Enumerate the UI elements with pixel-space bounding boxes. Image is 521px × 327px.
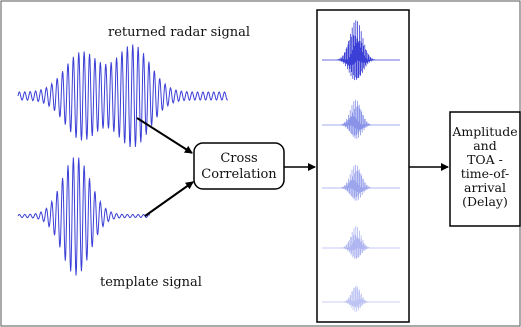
returned-signal-label: returned radar signal bbox=[108, 25, 250, 40]
output-label-line5: arrival bbox=[464, 180, 506, 195]
correlation-burst-2 bbox=[322, 99, 400, 139]
output-label-line3: TOA - bbox=[467, 152, 503, 167]
cross-correlation-box bbox=[193, 142, 285, 190]
arrow-returned-to-correlation bbox=[136, 117, 193, 154]
template-signal-label: template signal bbox=[100, 275, 202, 290]
correlation-burst-4 bbox=[322, 226, 400, 259]
amplitude-toa-box bbox=[449, 111, 521, 227]
template-waveform bbox=[17, 157, 151, 276]
output-label-line2: and bbox=[473, 138, 497, 153]
correlation-output-bursts bbox=[322, 20, 400, 312]
correlation-burst-1 bbox=[322, 20, 400, 81]
correlation-burst-3 bbox=[322, 164, 400, 201]
output-label-line4: time-of- bbox=[461, 166, 509, 181]
arrow-template-to-correlation bbox=[144, 181, 194, 217]
cross-correlation-label-line2: Correlation bbox=[201, 167, 277, 182]
correlation-burst-5 bbox=[322, 285, 400, 312]
returned-radar-waveform bbox=[17, 44, 229, 148]
cross-correlation-label-line1: Cross bbox=[220, 151, 257, 166]
output-label-line1: Amplitude bbox=[451, 124, 517, 139]
output-label-line6: (Delay) bbox=[462, 194, 508, 209]
